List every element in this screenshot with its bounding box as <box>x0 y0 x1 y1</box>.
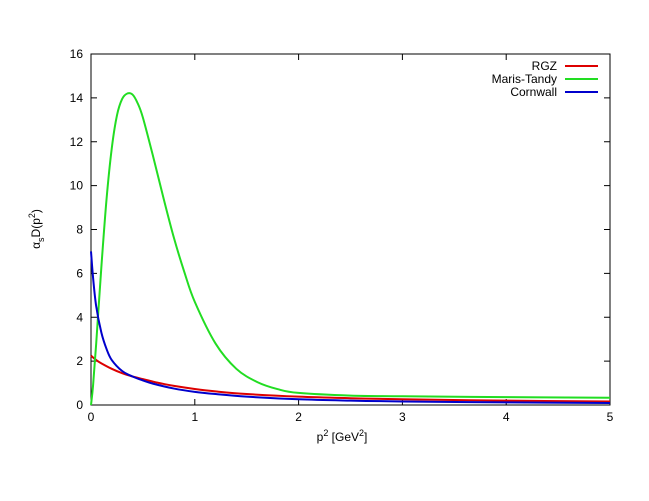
y-tick-label: 2 <box>76 354 83 368</box>
series-line-cornwall <box>90 251 611 405</box>
legend-label-rgz: RGZ <box>532 59 557 73</box>
y-tick-label: 6 <box>76 266 83 280</box>
plot-area-border <box>90 53 611 406</box>
plot-frame <box>90 53 611 406</box>
x-tick-label: 1 <box>191 410 198 424</box>
x-tick-label: 5 <box>607 410 614 424</box>
x-tick-label: 3 <box>399 410 406 424</box>
x-tick-label: 0 <box>88 410 95 424</box>
series-line-rgz <box>90 354 611 403</box>
y-tick-label: 10 <box>70 179 84 193</box>
x-axis-title: p2 [GeV2] <box>317 428 368 444</box>
x-tick-label: 4 <box>503 410 510 424</box>
y-tick-label: 8 <box>76 223 83 237</box>
legend-label-cornwall: Cornwall <box>510 85 557 99</box>
legend-label-maris-tandy: Maris-Tandy <box>492 72 557 86</box>
y-tick-label: 12 <box>70 135 84 149</box>
series-lines <box>90 92 611 406</box>
series-line-maris-tandy <box>90 92 611 406</box>
y-tick-label: 4 <box>76 310 83 324</box>
y-tick-label: 14 <box>70 91 84 105</box>
x-tick-label: 2 <box>295 410 302 424</box>
y-tick-label: 16 <box>70 47 84 61</box>
y-axis-title: αsD(p2) <box>27 209 46 249</box>
y-tick-label: 0 <box>76 398 83 412</box>
